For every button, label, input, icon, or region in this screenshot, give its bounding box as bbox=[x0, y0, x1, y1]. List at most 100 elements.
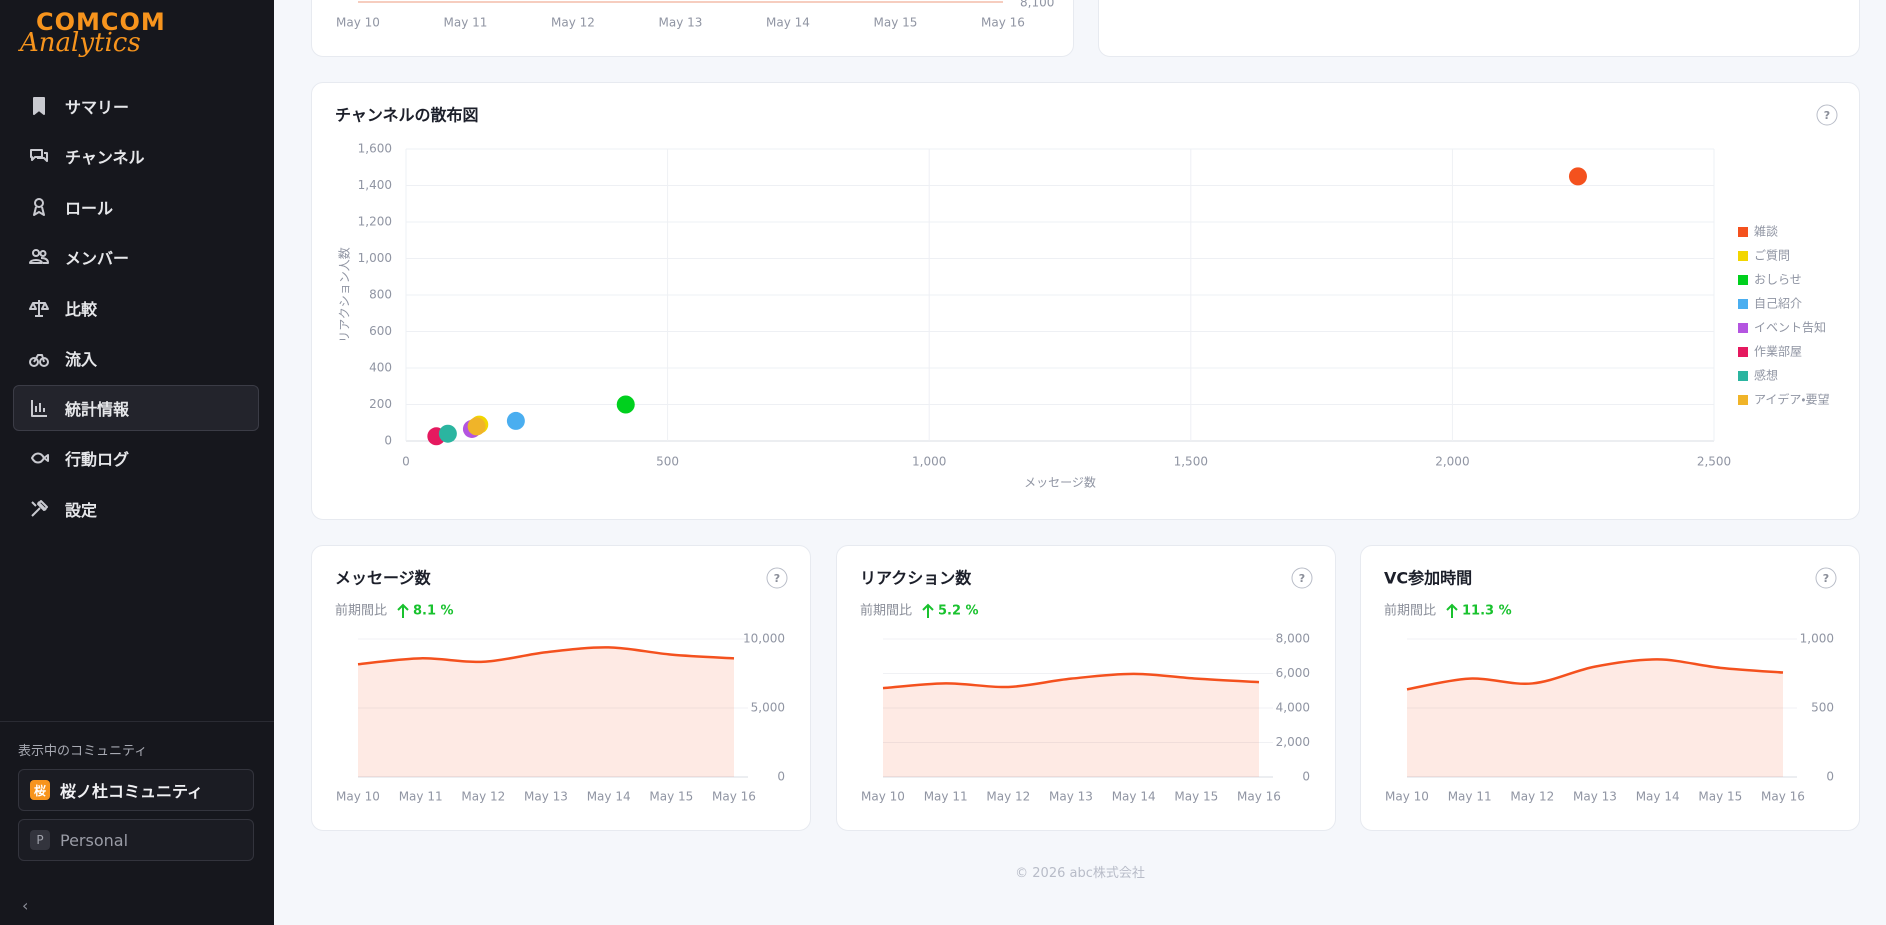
scatter-point[interactable] bbox=[467, 417, 486, 436]
nav-label: サマリー bbox=[65, 98, 130, 117]
area bbox=[883, 673, 1259, 777]
nav-item[interactable]: メンバー bbox=[13, 234, 259, 280]
nav-item[interactable]: チャンネル bbox=[13, 133, 259, 179]
x-tick-label: May 11 bbox=[924, 790, 968, 804]
legend-label[interactable]: 雑談 bbox=[1754, 224, 1778, 239]
x-tick-label: 1,000 bbox=[912, 455, 946, 469]
trend-arrow bbox=[1446, 603, 1458, 618]
x-tick-label: May 16 bbox=[981, 16, 1025, 30]
x-tick-label: May 14 bbox=[1112, 790, 1156, 804]
y-tick-label: 0 bbox=[1826, 770, 1834, 784]
legend-swatch bbox=[1738, 371, 1748, 381]
legend-label[interactable]: 自己紹介 bbox=[1754, 297, 1802, 311]
community[interactable]: 桜桜ノ杜コミュニティ bbox=[18, 769, 254, 811]
legend-swatch bbox=[1738, 395, 1748, 405]
nav-icon bbox=[33, 198, 45, 216]
y-tick-label: 0 bbox=[777, 770, 785, 784]
legend-label[interactable]: おしらせ bbox=[1754, 273, 1802, 287]
chart-title: チャンネルの散布図 bbox=[335, 106, 479, 125]
x-tick-label: May 12 bbox=[551, 16, 595, 30]
scatter-point[interactable] bbox=[506, 411, 525, 430]
x-tick-label: May 10 bbox=[336, 16, 380, 30]
y-tick-label: 2,000 bbox=[1276, 735, 1310, 749]
x-tick-label: May 10 bbox=[1385, 790, 1429, 804]
logo-top[interactable]: COMCOM bbox=[36, 8, 166, 36]
community-icon: P bbox=[30, 830, 50, 850]
nav-icon bbox=[30, 149, 48, 162]
help-button[interactable] bbox=[1291, 567, 1313, 589]
community-heading: 表示中のコミュニティ bbox=[18, 744, 148, 759]
nav-item[interactable]: 行動ログ bbox=[13, 435, 259, 481]
comparison-label: 前期間比 bbox=[1384, 603, 1436, 619]
icon-shape bbox=[33, 97, 45, 115]
footer: © 2026 abc株式会社 bbox=[1015, 866, 1145, 881]
icon-shape bbox=[29, 354, 49, 367]
nav-label: 行動ログ bbox=[65, 450, 130, 469]
y-tick-label: 1,200 bbox=[358, 215, 392, 229]
nav-item[interactable]: 設定 bbox=[13, 486, 259, 532]
nav-label: チャンネル bbox=[65, 148, 145, 167]
legend-swatch bbox=[1738, 227, 1748, 237]
help-button[interactable] bbox=[766, 567, 788, 589]
comparison-label: 前期間比 bbox=[860, 603, 912, 619]
sidebar: COMCOM Analytics サマリーチャンネルロール メンバー比較流入統計情… bbox=[0, 0, 274, 925]
legend-label[interactable]: アイデア・要望 bbox=[1754, 392, 1829, 407]
legend-swatch bbox=[1738, 347, 1748, 357]
x-tick-label: May 13 bbox=[1573, 790, 1617, 804]
help-label: ? bbox=[1823, 572, 1829, 585]
x-tick-label: May 14 bbox=[587, 790, 631, 804]
card-title: メッセージ数 bbox=[335, 569, 432, 588]
line bbox=[882, 672, 1260, 690]
nav-item[interactable]: 比較 bbox=[13, 285, 259, 331]
legend-label[interactable]: 感想 bbox=[1754, 368, 1778, 383]
scatter-point[interactable] bbox=[438, 424, 457, 443]
x-tick-label: May 10 bbox=[861, 790, 905, 804]
nav-item[interactable]: 統計情報 bbox=[13, 385, 259, 431]
scatter-point[interactable] bbox=[616, 395, 635, 414]
help-button[interactable] bbox=[1816, 104, 1838, 126]
nav-icon bbox=[29, 354, 49, 367]
nav-item[interactable]: ロール bbox=[13, 184, 259, 230]
help-label: ? bbox=[1824, 109, 1830, 122]
x-tick-label: May 15 bbox=[874, 16, 918, 30]
icon-shape bbox=[33, 198, 45, 216]
legend-label[interactable]: イベント告知 bbox=[1754, 321, 1826, 335]
collapse-button[interactable]: ‹ bbox=[22, 896, 29, 915]
area bbox=[1407, 659, 1783, 777]
nav-item[interactable]: サマリー bbox=[13, 83, 259, 129]
logo-bottom[interactable]: Analytics bbox=[20, 28, 141, 58]
y-tick-label: 600 bbox=[369, 324, 392, 338]
icon-shape bbox=[29, 300, 49, 317]
chart: May 10 May 11 May 12 May 13 May 14 May 15 May … bbox=[336, 0, 1054, 30]
line bbox=[1406, 658, 1784, 691]
nav-label: 流入 bbox=[65, 350, 98, 369]
x-tick-label: May 12 bbox=[461, 790, 505, 804]
y-tick-label: 8,000 bbox=[1276, 632, 1310, 646]
y-tick-label: 400 bbox=[369, 361, 392, 375]
nav-item[interactable]: 流入 bbox=[13, 335, 259, 381]
card: チャンネルの散布図? 0 200 400 600 800 1,000 1,200 1,400 1,… bbox=[311, 82, 1860, 520]
x-tick-label: May 16 bbox=[1237, 790, 1281, 804]
scatter-point[interactable] bbox=[1568, 167, 1587, 186]
help-label: ? bbox=[1299, 572, 1305, 585]
legend-swatch bbox=[1738, 323, 1748, 333]
x-tick-label: May 11 bbox=[444, 16, 488, 30]
legend-swatch bbox=[1738, 299, 1748, 309]
legend-label[interactable]: 作業部屋 bbox=[1754, 345, 1802, 359]
community[interactable]: P Personal bbox=[18, 819, 254, 861]
community-name: 桜ノ杜コミュニティ bbox=[60, 782, 204, 801]
x-tick-label: 1,500 bbox=[1174, 455, 1208, 469]
x-axis-label: メッセージ数 bbox=[1024, 475, 1096, 490]
legend-label[interactable]: ご質問 bbox=[1754, 248, 1790, 263]
help-button[interactable] bbox=[1815, 567, 1837, 589]
icon-shape bbox=[30, 149, 48, 162]
y-tick-label: 5,000 bbox=[751, 701, 785, 715]
x-tick-label: May 10 bbox=[336, 790, 380, 804]
nav-icon bbox=[31, 452, 49, 464]
nav-label: 統計情報 bbox=[65, 400, 130, 419]
area bbox=[358, 647, 734, 777]
y-tick-label: 500 bbox=[1811, 701, 1834, 715]
card: メッセージ数? 前期間比 8.1 % 0 5,000 10,000 May 10 May 11… bbox=[311, 545, 811, 831]
nav-icon bbox=[29, 249, 49, 264]
